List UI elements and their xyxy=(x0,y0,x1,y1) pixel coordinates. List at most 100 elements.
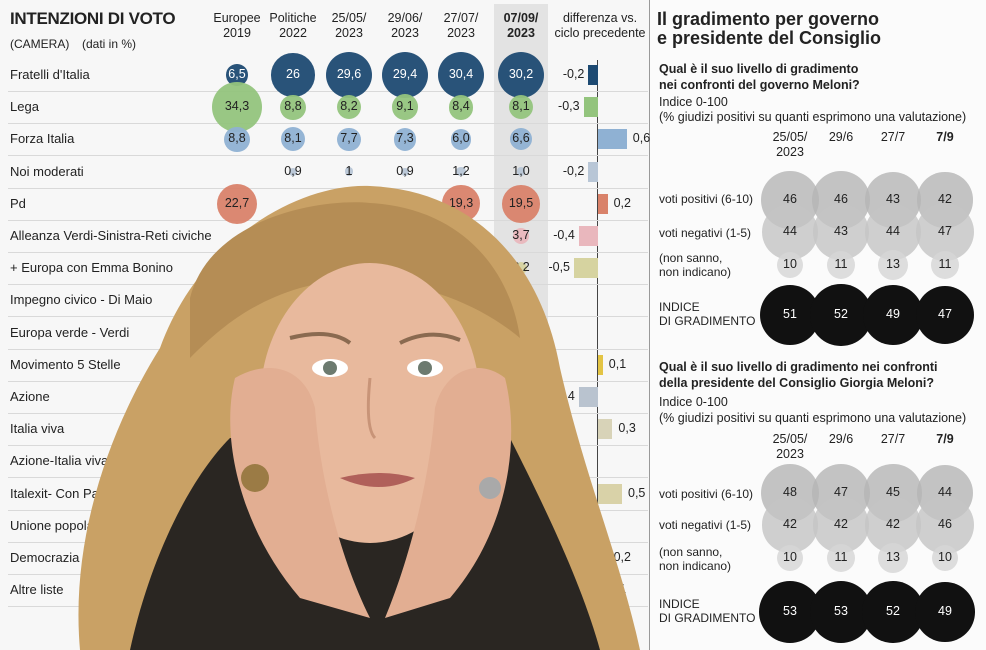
title: INTENZIONI DI VOTO xyxy=(10,9,176,28)
column-header: 7/9 xyxy=(936,432,954,446)
diff-label: 0,5 xyxy=(628,485,646,500)
party-label: Alleanza Verdi-Sinistra-Reti civiche xyxy=(10,228,212,243)
value-label: 34,3 xyxy=(224,99,250,114)
party-label: Altre liste xyxy=(10,582,64,598)
bubble xyxy=(400,167,410,176)
party-label: Azione xyxy=(10,389,50,404)
bubble xyxy=(813,497,869,553)
value-label: 42 xyxy=(834,517,848,531)
bubble xyxy=(280,127,306,152)
bubble xyxy=(862,581,924,643)
value-label: 29,4 xyxy=(392,67,418,81)
value-label: 22,7 xyxy=(224,195,250,210)
bubble xyxy=(930,250,960,280)
value-label: 42 xyxy=(938,192,952,206)
column-header: 27/7 xyxy=(880,432,906,446)
party-label: Azione-Italia viva xyxy=(10,453,109,469)
right-title: Il gradimento per governo e presidente d… xyxy=(657,9,882,48)
bubble xyxy=(510,128,532,151)
value-label: 1,2 xyxy=(452,163,470,178)
value-label: 10 xyxy=(783,257,797,271)
bubble xyxy=(381,51,429,99)
bubble xyxy=(916,496,974,554)
diff-label: 0,2 xyxy=(613,195,631,210)
party-label: Italia viva xyxy=(10,421,65,437)
column-header: 29/06/ 2023 xyxy=(387,11,423,40)
value-label: 8,2 xyxy=(340,99,358,114)
diff-bar xyxy=(598,354,603,375)
value-label: 52 xyxy=(886,604,900,618)
value-label: 44 xyxy=(886,224,900,238)
value-label: 3,7 xyxy=(512,228,530,242)
value-label: 42 xyxy=(783,517,797,531)
scale-note: Indice 0-100 xyxy=(659,395,728,409)
diff-bar xyxy=(598,483,622,504)
value-label: 19,3 xyxy=(448,195,474,210)
value-label: 30,2 xyxy=(508,67,534,81)
bubble xyxy=(759,284,821,346)
value-label: 29,6 xyxy=(336,67,362,81)
method-note: (% giudizi positivi su quanti esprimono … xyxy=(659,110,967,124)
unit: (dati in %) xyxy=(82,37,137,51)
row-label: voti negativi (1-5) xyxy=(659,226,752,240)
column-header: 25/05/ 2023 xyxy=(331,11,367,40)
value-label: 46 xyxy=(938,517,952,531)
bubble xyxy=(516,167,526,176)
bubble xyxy=(761,203,819,261)
party-label: + Europa con Emma Bonino xyxy=(10,260,173,276)
bubble xyxy=(810,581,872,643)
column-header: 29/6 xyxy=(828,432,854,446)
value-label: 42 xyxy=(886,517,900,531)
bubble xyxy=(448,94,474,120)
bubble xyxy=(224,126,250,152)
bubble xyxy=(216,183,258,225)
column-header: 25/05/ 2023 xyxy=(772,130,808,159)
column-header: 07/09/ 2023 xyxy=(503,11,539,40)
row-label: (non sanno, non indicano) xyxy=(659,545,732,574)
column-header: 25/05/ 2023 xyxy=(772,432,808,461)
value-label: 11 xyxy=(834,257,848,271)
bubble xyxy=(393,127,417,151)
photo xyxy=(78,185,640,650)
diff-bar xyxy=(598,193,608,214)
bubble xyxy=(931,544,959,572)
value-label: 8,4 xyxy=(452,99,470,114)
diff-label: 0,3 xyxy=(618,421,636,436)
diff-bar xyxy=(588,65,598,85)
column-header: Europee 2019 xyxy=(213,11,261,40)
row-label: INDICE DI GRADIMENTO xyxy=(659,597,756,626)
value-label: 8,8 xyxy=(284,99,302,114)
diff-label: 0,2 xyxy=(613,550,631,564)
bubble xyxy=(877,249,909,281)
diff-bar xyxy=(598,419,613,440)
row-label: voti negativi (1-5) xyxy=(659,518,752,532)
column-header: Politiche 2022 xyxy=(269,11,317,40)
column-header: 27/07/ 2023 xyxy=(443,11,479,40)
bubble xyxy=(508,95,534,120)
party-label: Noi moderati xyxy=(10,163,84,179)
value-label: 13 xyxy=(886,550,900,564)
value-label: 1 xyxy=(345,163,353,178)
diff-label: -0,2 xyxy=(562,163,585,178)
bubble xyxy=(450,128,472,150)
bubble xyxy=(325,51,373,99)
bubble xyxy=(497,51,545,99)
bubble xyxy=(456,166,466,177)
bubble xyxy=(915,582,975,642)
bubble xyxy=(915,285,975,345)
column-header: 27/7 xyxy=(880,130,906,144)
diff-label: -0,3 xyxy=(558,99,580,114)
value-label: 51 xyxy=(783,307,797,321)
value-label: 52 xyxy=(834,307,848,321)
value-label: 0,9 xyxy=(284,163,302,178)
diff-bar xyxy=(578,387,598,407)
row-separator xyxy=(8,187,648,189)
value-label: 53 xyxy=(834,604,848,618)
value-label: 46 xyxy=(834,192,848,206)
value-label: 43 xyxy=(834,224,848,238)
value-label: 26 xyxy=(286,67,300,81)
value-label: 8,1 xyxy=(284,131,302,146)
bubble xyxy=(826,543,856,573)
question: Qual è il suo livello di gradimento nei … xyxy=(659,62,860,92)
value-label: 49 xyxy=(938,604,952,618)
